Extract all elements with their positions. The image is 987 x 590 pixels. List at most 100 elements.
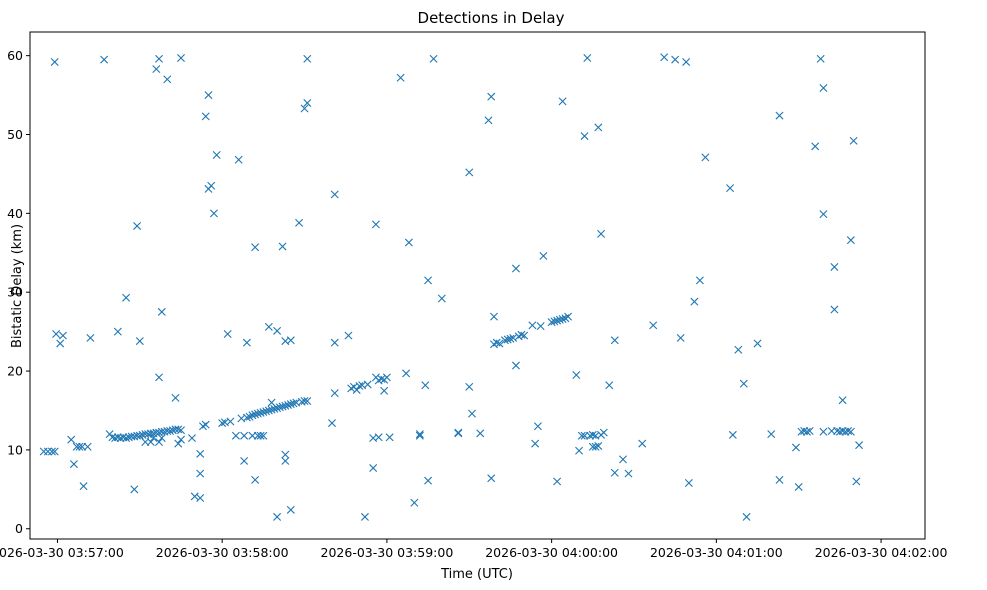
data-point [495,339,504,348]
data-point [303,54,312,63]
data-point [775,475,784,484]
data-point [273,404,282,413]
data-point [264,322,273,331]
data-point [550,317,559,326]
data-point [155,54,164,63]
data-point [382,373,391,382]
data-point [465,168,474,177]
x-axis-label: Time (UTC) [440,567,513,582]
x-tick-label: 2026-03-30 04:01:00 [650,545,783,560]
data-point [775,111,784,120]
data-point [157,307,166,316]
data-point [682,57,691,66]
data-point [177,435,185,444]
data-point [528,321,537,330]
data-point [676,333,685,342]
data-point [330,389,339,398]
data-point [547,318,556,327]
data-point [146,438,155,447]
data-point [489,312,498,321]
data-point [130,485,139,494]
data-point [533,422,542,431]
data-point [415,430,424,439]
data-point [267,405,276,414]
data-point [838,396,847,405]
data-point [684,479,693,488]
data-point [849,136,858,145]
y-tick-label: 40 [7,206,23,221]
data-point [223,330,232,338]
data-point [846,427,855,436]
x-tick-label: 2026-03-30 03:58:00 [156,545,289,560]
data-point [811,142,820,151]
data-point [86,333,95,342]
data-point [212,151,221,159]
data-point [739,379,748,388]
data-point [135,431,144,440]
data-point [492,338,501,347]
plot-area [39,53,864,521]
data-point [728,430,737,439]
data-point [122,293,131,302]
data-point [506,334,515,343]
data-point [429,54,438,63]
x-tick-label: 2026-03-30 04:02:00 [815,545,948,560]
data-point [303,98,312,107]
data-point [242,338,251,347]
data-point [133,221,142,230]
data-point [830,262,839,271]
data-point [281,456,290,465]
data-point [487,92,496,101]
data-point [558,97,567,106]
data-point [259,408,268,417]
data-point [174,425,183,434]
data-point [50,447,59,456]
data-point [226,417,235,426]
data-point [753,339,762,348]
data-point [575,446,584,455]
data-point [303,397,312,406]
x-axis: 2026-03-30 03:57:00 2026-03-30 03:58:00 20… [0,539,947,560]
data-point [564,312,573,321]
data-point [610,468,619,477]
data-point [802,427,811,436]
data-point [619,455,627,464]
y-tick-label: 10 [7,442,23,457]
data-point [284,400,293,409]
data-point [328,419,336,428]
data-point [201,420,210,429]
data-point [555,315,564,324]
data-point [830,305,839,314]
data-point [190,492,199,501]
data-point [500,336,509,345]
data-point [152,65,161,74]
data-point [374,433,383,442]
data-point [649,321,658,330]
data-point [531,439,540,448]
data-point [624,469,633,478]
data-point [50,57,59,66]
data-point [402,369,411,378]
data-point [404,238,413,247]
data-point [330,338,339,347]
data-point [273,512,282,521]
y-axis-label: Bistatic Delay (km) [10,224,25,348]
data-point [256,408,265,417]
data-point [204,91,213,100]
data-point [300,397,309,406]
data-point [330,190,339,199]
data-point [69,460,78,469]
data-point [360,512,369,521]
data-point [278,242,287,251]
data-point [207,181,216,190]
data-point [256,431,265,440]
data-point [577,431,586,440]
data-point [380,386,389,395]
data-point [794,482,803,491]
data-point [166,426,175,435]
data-point [660,53,669,62]
data-point [281,450,290,459]
data-point [695,276,704,285]
data-point [234,155,243,164]
data-point [196,449,205,458]
